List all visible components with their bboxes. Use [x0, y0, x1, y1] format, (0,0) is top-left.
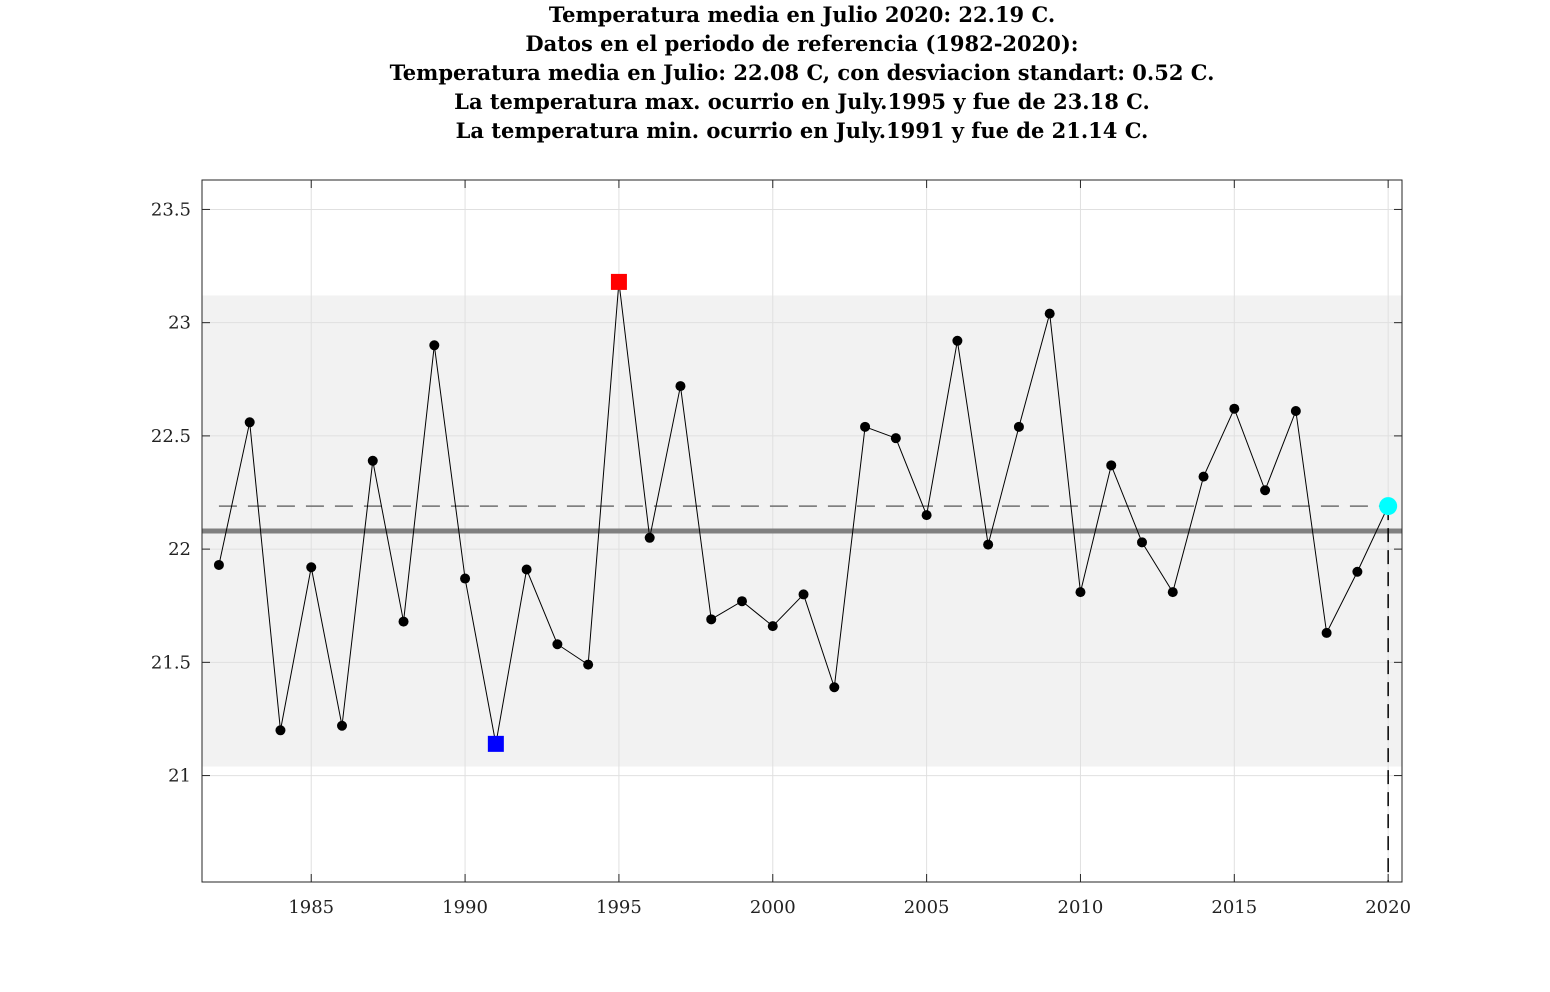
data-point-1994 — [583, 659, 594, 670]
y-tick-label-21-5: 21.5 — [151, 652, 191, 673]
data-point-1988 — [398, 616, 409, 627]
data-point-2015 — [1229, 403, 1240, 414]
data-point-1984 — [275, 725, 286, 736]
title-line-4: La temperatura max. ocurrio en July.1995… — [454, 89, 1150, 114]
data-point-2018 — [1321, 627, 1332, 638]
data-point-1993 — [552, 639, 563, 650]
data-point-2017 — [1290, 405, 1301, 416]
y-tick-label-21: 21 — [168, 766, 191, 787]
plot-axes-box — [201, 179, 1403, 883]
highlight-markers-layer — [487, 273, 1398, 752]
data-point-2016 — [1260, 485, 1271, 496]
series-layer — [213, 276, 1394, 749]
data-point-2004 — [890, 433, 901, 444]
current-year-marker — [1379, 497, 1398, 516]
y-tick-label-22: 22 — [168, 539, 191, 560]
data-point-2006 — [952, 335, 963, 346]
axes-layer: 1985 1990 1995 2000 2005 2010 2015 2020 21 21.5 22… — [151, 179, 1411, 918]
data-point-2019 — [1352, 566, 1363, 577]
data-point-1987 — [367, 455, 378, 466]
data-point-1983 — [244, 417, 255, 428]
x-tick-label-2015: 2015 — [1211, 897, 1257, 918]
title-line-2: Datos en el periodo de referencia (1982-… — [525, 31, 1079, 56]
data-point-1997 — [675, 381, 686, 392]
data-point-2009 — [1044, 308, 1055, 319]
reference-lines-layer — [202, 505, 1402, 882]
y-tick-label-23: 23 — [168, 313, 191, 334]
data-point-2005 — [921, 510, 932, 521]
data-point-2008 — [1013, 421, 1024, 432]
data-point-1998 — [706, 614, 717, 625]
data-point-1992 — [521, 564, 532, 575]
chart-title: Temperatura media en Julio 2020: 22.19 C… — [0, 0, 1550, 145]
x-tick-label-2010: 2010 — [1058, 897, 1104, 918]
data-point-2013 — [1167, 587, 1178, 598]
data-point-1985 — [306, 562, 317, 573]
data-point-2002 — [829, 682, 840, 693]
title-line-1: Temperatura media en Julio 2020: 22.19 C… — [548, 2, 1056, 27]
x-tick-label-2000: 2000 — [750, 897, 796, 918]
min-temperature-marker — [487, 735, 504, 752]
data-point-1982 — [213, 559, 224, 570]
data-point-2001 — [798, 589, 809, 600]
x-tick-label-1990: 1990 — [442, 897, 488, 918]
data-point-1999 — [737, 596, 747, 607]
x-tick-label-1985: 1985 — [288, 897, 334, 918]
x-tick-label-1995: 1995 — [596, 897, 642, 918]
data-point-2007 — [983, 539, 994, 550]
title-line-3: Temperatura media en Julio: 22.08 C, con… — [389, 60, 1215, 85]
y-tick-label-22-5: 22.5 — [151, 426, 191, 447]
data-point-1996 — [644, 532, 655, 543]
title-line-5: La temperatura min. ocurrio en July.1991… — [455, 118, 1149, 143]
data-point-2010 — [1075, 587, 1086, 598]
data-point-2000 — [767, 621, 778, 632]
data-point-1990 — [460, 573, 471, 584]
data-point-2014 — [1198, 471, 1209, 482]
max-temperature-marker — [610, 273, 627, 290]
data-point-2003 — [860, 421, 871, 432]
data-point-1986 — [337, 720, 347, 731]
data-point-1989 — [429, 340, 440, 351]
y-tick-label-23-5: 23.5 — [151, 199, 191, 220]
x-tick-label-2020: 2020 — [1365, 897, 1411, 918]
x-tick-label-2005: 2005 — [904, 897, 950, 918]
data-point-2012 — [1137, 537, 1147, 548]
data-point-2011 — [1106, 460, 1117, 471]
